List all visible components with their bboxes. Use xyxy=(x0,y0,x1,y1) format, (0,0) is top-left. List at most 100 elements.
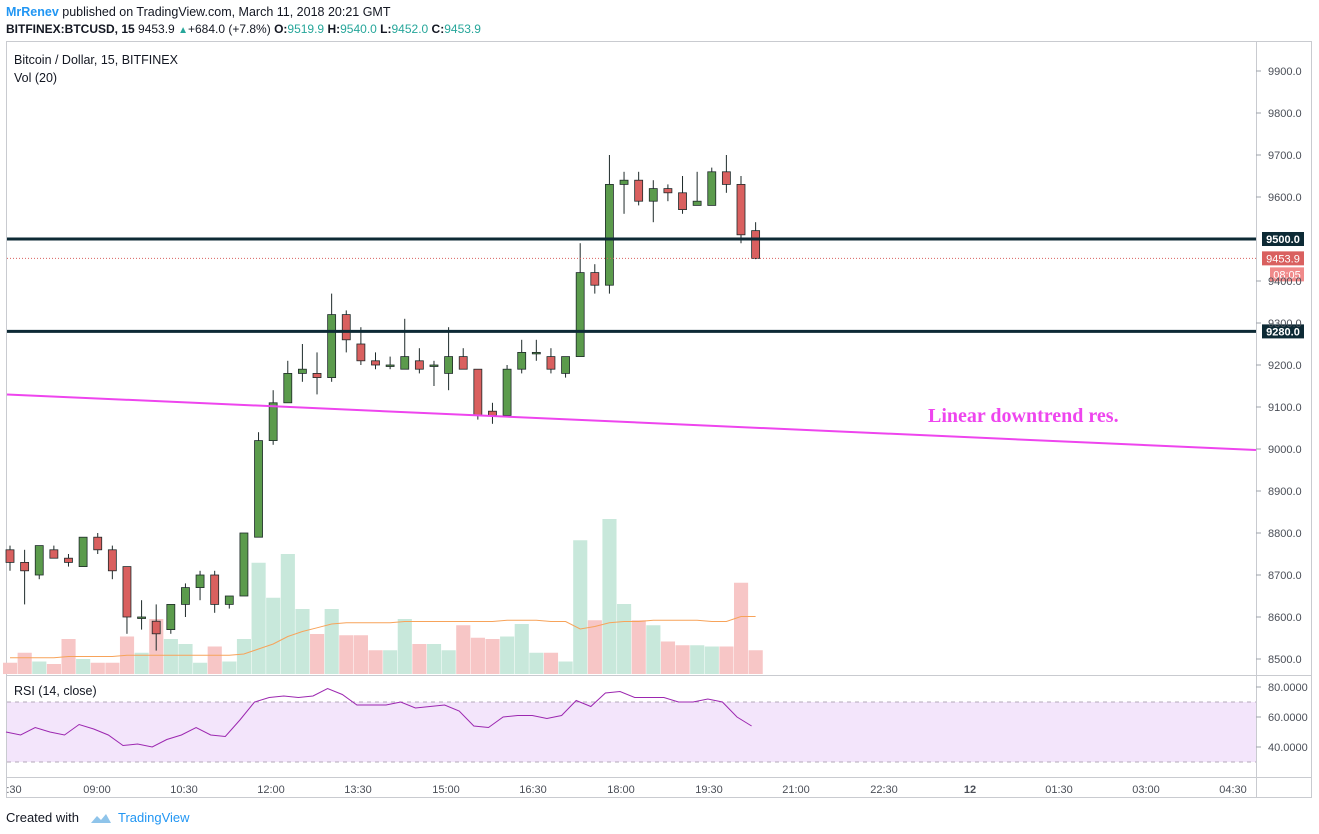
last-price-label: 9453.9 xyxy=(1266,253,1300,265)
time-tick-label: 21:00 xyxy=(782,784,810,796)
price-tick-label: 9600.0 xyxy=(1268,192,1302,204)
price-tick-label: 9900.0 xyxy=(1268,66,1302,78)
volume-bar xyxy=(514,624,529,674)
legend-title: Bitcoin / Dollar, 15, BITFINEX xyxy=(14,53,179,67)
time-tick-label: 01:30 xyxy=(1045,784,1073,796)
candle-body xyxy=(122,566,132,618)
level-price-tag xyxy=(1262,232,1304,246)
volume-bar xyxy=(646,625,661,674)
candle-body xyxy=(546,356,556,370)
candle-body xyxy=(341,314,351,341)
time-tick-label: 19:30 xyxy=(695,784,723,796)
candle-body xyxy=(707,171,717,206)
time-tick-label: 12:00 xyxy=(257,784,285,796)
time-tick-label: 12 xyxy=(964,784,976,796)
candle-body xyxy=(517,351,527,370)
main-pane-border xyxy=(6,41,1312,798)
level-price-label: 9500.0 xyxy=(1266,234,1300,246)
close-label: C: xyxy=(431,22,445,36)
price-tick-label: 8700.0 xyxy=(1268,570,1302,582)
volume-bar xyxy=(543,652,559,674)
candle-body xyxy=(166,604,176,631)
drawings: 9500.0 9280.0 9453.9 08:05 Linear downtrend … xyxy=(6,232,1304,451)
volume-bar xyxy=(324,609,339,674)
high-label: H: xyxy=(327,22,341,36)
volume-bar xyxy=(222,661,237,674)
last-price-tag xyxy=(1262,251,1304,266)
level-price-label: 9280.0 xyxy=(1266,326,1300,338)
time-tick-label: 18:00 xyxy=(607,784,635,796)
candle-body xyxy=(736,183,746,236)
volume-bar xyxy=(280,554,295,674)
volume-bar xyxy=(573,540,588,674)
candle-body xyxy=(254,440,263,538)
published-text: published on TradingView.com, March 11, … xyxy=(62,5,391,19)
candle-body xyxy=(561,356,570,374)
volume-bar xyxy=(76,659,91,674)
candle-body xyxy=(356,343,366,362)
candle-body xyxy=(414,360,424,370)
volume-bar xyxy=(412,644,427,674)
candle-body xyxy=(239,532,249,597)
author-link[interactable]: MrRenev xyxy=(6,5,59,19)
volume-bar xyxy=(602,519,617,674)
volume-bar xyxy=(470,637,485,674)
volume-ma-line xyxy=(10,616,756,659)
chart-header: MrRenev published on TradingView.com, Ma… xyxy=(0,0,1319,40)
rsi-tick-label: 40.0000 xyxy=(1268,742,1308,754)
candle-body xyxy=(751,230,761,259)
volume-bar xyxy=(295,609,310,674)
volume-bar xyxy=(236,639,252,674)
candle-body xyxy=(444,356,454,374)
time-tick-label: 09:00 xyxy=(83,784,111,796)
volume-bar xyxy=(587,620,602,674)
candle-body xyxy=(400,356,410,370)
candle-body xyxy=(64,557,73,563)
volume-bar xyxy=(105,662,120,674)
candle-body xyxy=(49,549,59,559)
time-tick-label: 04:30 xyxy=(1219,784,1247,796)
price-tick-label: 8800.0 xyxy=(1268,528,1302,540)
price-tick-label: 9100.0 xyxy=(1268,402,1302,414)
tradingview-link[interactable]: TradingView xyxy=(118,810,190,825)
candle-body xyxy=(151,620,161,635)
axes: 9900.0 9800.0 9700.0 9600.0 9400.0 9300.0 9200… xyxy=(6,66,1301,796)
legend-rsi: RSI (14, close) xyxy=(14,684,97,698)
trendline-label: Linear downtrend res. xyxy=(928,405,1119,427)
volume-bar xyxy=(46,664,61,674)
volume-bar xyxy=(558,661,573,674)
candle-body xyxy=(721,171,731,185)
volume-bar xyxy=(397,619,412,674)
candle-body xyxy=(619,179,629,185)
candle-body xyxy=(473,368,483,416)
candle-body xyxy=(5,549,15,563)
volume-bar xyxy=(456,625,471,674)
candle-body xyxy=(502,368,512,416)
last-price-value: 9453.9 xyxy=(138,22,175,36)
time-tick-label: 15:00 xyxy=(432,784,460,796)
price-tick-label: 8900.0 xyxy=(1268,486,1302,498)
volume-bar xyxy=(500,636,515,674)
volume-bar xyxy=(529,652,544,674)
candle-body xyxy=(268,402,278,441)
volume-bar xyxy=(32,661,47,674)
candle-body xyxy=(429,364,439,367)
price-tick-label: 9800.0 xyxy=(1268,108,1302,120)
volume-bar xyxy=(441,650,456,674)
candle-body xyxy=(93,536,103,551)
volume-bar xyxy=(690,645,705,674)
volume-bar xyxy=(631,620,646,674)
candle-body xyxy=(575,272,585,358)
low-value: 9452.0 xyxy=(391,22,429,36)
rsi-tick-label: 80.0000 xyxy=(1268,682,1308,694)
volume-bar xyxy=(251,562,266,674)
close-value: 9453.9 xyxy=(444,22,481,36)
volume-bars xyxy=(3,519,763,674)
volume-bar xyxy=(90,662,105,674)
publish-info: MrRenev published on TradingView.com, Ma… xyxy=(6,5,390,19)
candle-body xyxy=(327,314,337,379)
candle-body xyxy=(181,587,190,605)
price-tick-label: 8500.0 xyxy=(1268,654,1302,666)
volume-bar xyxy=(426,644,442,674)
